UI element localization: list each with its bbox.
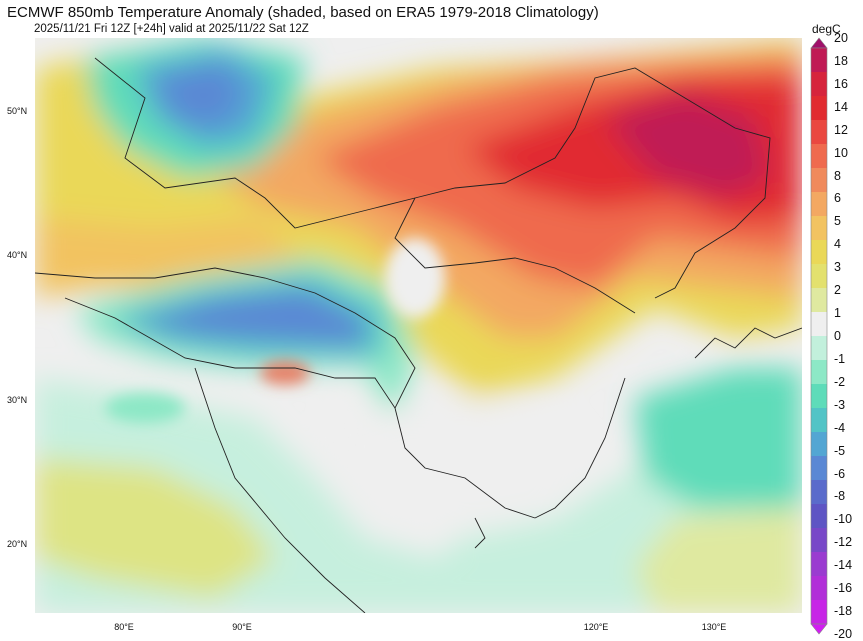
lon-label-90e: 90°E xyxy=(232,622,252,632)
border-path-8 xyxy=(694,327,802,359)
colorbar-bin xyxy=(811,168,827,193)
colorbar-bin xyxy=(811,216,827,241)
colorbar-bin xyxy=(811,144,827,169)
colorbar-bin xyxy=(811,48,827,73)
colorbar-unit: degC xyxy=(812,22,841,36)
field-neutral-central xyxy=(335,398,595,538)
field-cold-nw-3 xyxy=(155,63,245,128)
colorbar-tick-label: 2 xyxy=(834,283,841,298)
colorbar-tick-label: 1 xyxy=(834,306,841,321)
field-yellow-sw xyxy=(35,458,275,598)
anomaly-details xyxy=(105,238,445,423)
colorbar-tick-label: -14 xyxy=(834,558,853,573)
colorbar-bin xyxy=(811,504,827,529)
colorbar-tick-label: -20 xyxy=(834,627,853,641)
colorbar-tick-label: -5 xyxy=(834,443,846,458)
border-path-6 xyxy=(474,517,486,549)
anomaly-fields xyxy=(35,38,802,613)
border-path-2 xyxy=(35,267,536,519)
colorbar-tick-label: -8 xyxy=(834,489,846,504)
colorbar-bin xyxy=(811,336,827,361)
colorbar-tick-label: 12 xyxy=(834,122,848,137)
colorbar-extend-min xyxy=(810,623,828,635)
lon-label-120e: 120°E xyxy=(583,622,609,632)
border-path-4 xyxy=(194,367,366,613)
colorbar-bin xyxy=(811,600,827,625)
colorbar-tick-label: -2 xyxy=(834,374,846,389)
colorbar-bin xyxy=(811,576,827,601)
colorbar-bin xyxy=(811,240,827,265)
colorbar-bin xyxy=(811,96,827,121)
colorbar-bin xyxy=(811,288,827,313)
colorbar-tick-label: 5 xyxy=(834,214,841,229)
country-borders xyxy=(35,57,802,613)
lat-label-50n: 50°N xyxy=(7,106,28,116)
colorbar-tick-label: -1 xyxy=(834,351,846,366)
colorbar-bin xyxy=(811,432,827,457)
border-path-5 xyxy=(394,197,636,314)
colorbar-tick-label: -12 xyxy=(834,535,853,550)
colorbar-bin xyxy=(811,384,827,409)
colorbar-tick-label: 4 xyxy=(834,237,841,252)
colorbar-tick-label: 3 xyxy=(834,260,841,275)
colorbar-bin xyxy=(811,120,827,145)
colorbar-tick-label: 6 xyxy=(834,191,841,206)
colorbar-tick-label: 10 xyxy=(834,145,848,160)
field-cool-east-sea xyxy=(635,368,802,508)
colorbar-tick-label: -6 xyxy=(834,466,846,481)
field-cold-tibet-3 xyxy=(125,288,365,348)
colorbar-bin xyxy=(811,552,827,577)
colorbar-bin xyxy=(811,312,827,337)
colorbar-tick-label: -3 xyxy=(834,397,846,412)
colorbar-bin xyxy=(811,72,827,97)
colorbar-tick-label: 8 xyxy=(834,168,841,183)
anomaly-map xyxy=(35,38,802,613)
colorbar-tick-label: -18 xyxy=(834,604,853,619)
lat-label-20n: 20°N xyxy=(7,539,28,549)
colorbar-tick-label: -4 xyxy=(834,420,846,435)
field-spot-2 xyxy=(105,393,185,423)
border-path-1 xyxy=(94,57,771,299)
lon-label-130e: 130°E xyxy=(701,622,727,632)
map-panel xyxy=(35,38,802,613)
colorbar-outline xyxy=(810,47,828,625)
field-yellow-se xyxy=(635,508,802,613)
colorbar-tick-label: 20 xyxy=(834,31,848,45)
lat-label-30n: 30°N xyxy=(7,395,28,405)
field-warm-north-5 xyxy=(605,93,770,198)
colorbar-tick-label: 16 xyxy=(834,76,848,91)
colorbar-tick-label: 0 xyxy=(834,329,841,343)
field-spot-3 xyxy=(385,238,445,318)
colorbar-bin xyxy=(811,192,827,217)
colorbar-bin xyxy=(811,456,827,481)
colorbar-extend-max xyxy=(810,37,828,49)
chart-title: ECMWF 850mb Temperature Anomaly (shaded,… xyxy=(7,4,599,21)
field-spot-1 xyxy=(260,361,310,385)
colorbar-tick-label: -16 xyxy=(834,581,853,596)
colorbar-bin xyxy=(811,264,827,289)
chart-subtitle: 2025/11/21 Fri 12Z [+24h] valid at 2025/… xyxy=(34,23,309,35)
colorbar-bin xyxy=(811,480,827,505)
colorbar-tick-label: -10 xyxy=(834,512,853,527)
lon-label-80e: 80°E xyxy=(114,622,134,632)
border-path-7 xyxy=(534,377,626,519)
colorbar-bin xyxy=(811,528,827,553)
lat-label-40n: 40°N xyxy=(7,250,28,260)
colorbar xyxy=(810,37,828,635)
colorbar-bin xyxy=(811,408,827,433)
colorbar-tick-label: 14 xyxy=(834,99,848,114)
border-path-3 xyxy=(64,297,396,409)
colorbar-tick-label: 18 xyxy=(834,53,848,68)
colorbar-bin xyxy=(811,360,827,385)
